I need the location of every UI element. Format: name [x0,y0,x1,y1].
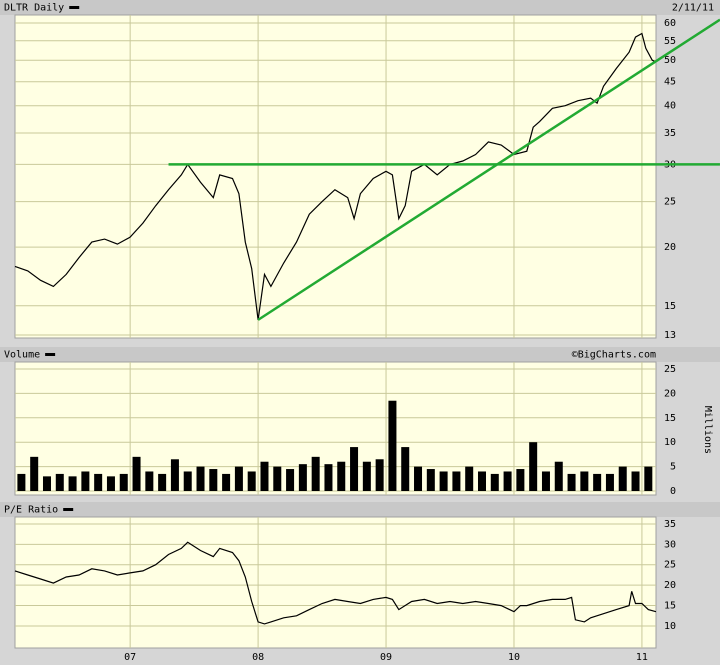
volume-bar [55,473,64,491]
volume-bar [183,471,192,491]
y-tick-label: 20 [664,580,676,591]
y-axis-label: Millions [702,406,713,454]
volume-bar [350,447,359,491]
panel-title: Volume [4,350,40,361]
plot-area [14,14,657,339]
y-tick-label: 15 [664,413,676,424]
x-tick-label: 11 [636,652,648,663]
volume-bar [30,456,39,491]
volume-bar [260,461,269,491]
y-tick-label: 10 [664,621,676,632]
panel-header [0,0,720,15]
price-line [14,32,657,320]
volume-bar [644,466,653,491]
volume-bar [209,469,218,491]
volume-bar [145,471,154,491]
volume-bar [337,461,346,491]
volume-bar [439,471,448,491]
y-tick-label: 50 [664,55,676,66]
y-tick-label: 5 [670,462,676,473]
volume-bar [42,476,51,491]
y-tick-label: 35 [664,519,676,530]
volume-bar [452,471,461,491]
y-tick-label: 20 [664,388,676,399]
panel-title: P/E Ratio [4,505,58,516]
panel-title: DLTR Daily [4,3,64,14]
x-tick-label: 09 [380,652,392,663]
volume-bar [516,469,525,491]
x-tick-label: 08 [252,652,264,663]
volume-bar [247,471,256,491]
volume-bar [490,473,499,491]
y-tick-label: 45 [664,77,676,88]
price-line [14,541,657,625]
volume-bar [119,473,128,491]
y-tick-label: 10 [664,437,676,448]
volume-bar [465,466,474,491]
y-tick-label: 13 [664,330,676,341]
y-tick-label: 25 [664,364,676,375]
volume-bar [567,473,576,491]
y-tick-label: 15 [664,601,676,612]
volume-bar [132,456,141,491]
plot-area [14,516,657,649]
volume-bar [554,461,563,491]
x-tick-label: 07 [124,652,136,663]
volume-bar [414,466,423,491]
y-tick-label: 35 [664,128,676,139]
date-label: 2/11/11 [672,3,714,14]
panel-header [0,502,720,517]
volume-bar [234,466,243,491]
volume-bar [170,459,179,491]
volume-bar [298,464,307,491]
x-tick-label: 10 [508,652,520,663]
volume-bar [273,466,282,491]
volume-bar [503,471,512,491]
volume-bar [286,469,295,491]
volume-bar [605,473,614,491]
volume-bar [311,456,320,491]
volume-bar [580,471,589,491]
volume-bar [94,473,103,491]
legend-swatch [45,353,56,356]
y-tick-label: 25 [664,197,676,208]
volume-bar [529,442,538,491]
volume-bar [222,473,231,491]
volume-bar [426,469,435,491]
y-tick-label: 15 [664,301,676,312]
volume-bar [401,447,410,491]
volume-bar [158,473,167,491]
volume-bar [541,471,550,491]
y-tick-label: 40 [664,101,676,112]
volume-bar [106,476,115,491]
volume-bar [68,476,77,491]
y-tick-label: 20 [664,242,676,253]
volume-bar [324,464,333,491]
volume-bar [593,473,602,491]
y-tick-label: 60 [664,18,676,29]
trend-line [257,18,720,321]
legend-swatch [69,6,80,9]
volume-bar [362,461,371,491]
legend-swatch [63,508,74,511]
volume-bar [196,466,205,491]
source-label: ©BigCharts.com [572,350,656,361]
volume-bar [375,459,384,491]
volume-bar [81,471,90,491]
volume-bar [477,471,486,491]
panel-header [0,347,720,362]
volume-bar [618,466,627,491]
y-tick-label: 55 [664,36,676,47]
y-tick-label: 0 [670,486,676,497]
y-tick-label: 30 [664,539,676,550]
y-tick-label: 25 [664,560,676,571]
volume-bar [631,471,640,491]
volume-bar [17,473,26,491]
volume-bar [388,400,397,491]
